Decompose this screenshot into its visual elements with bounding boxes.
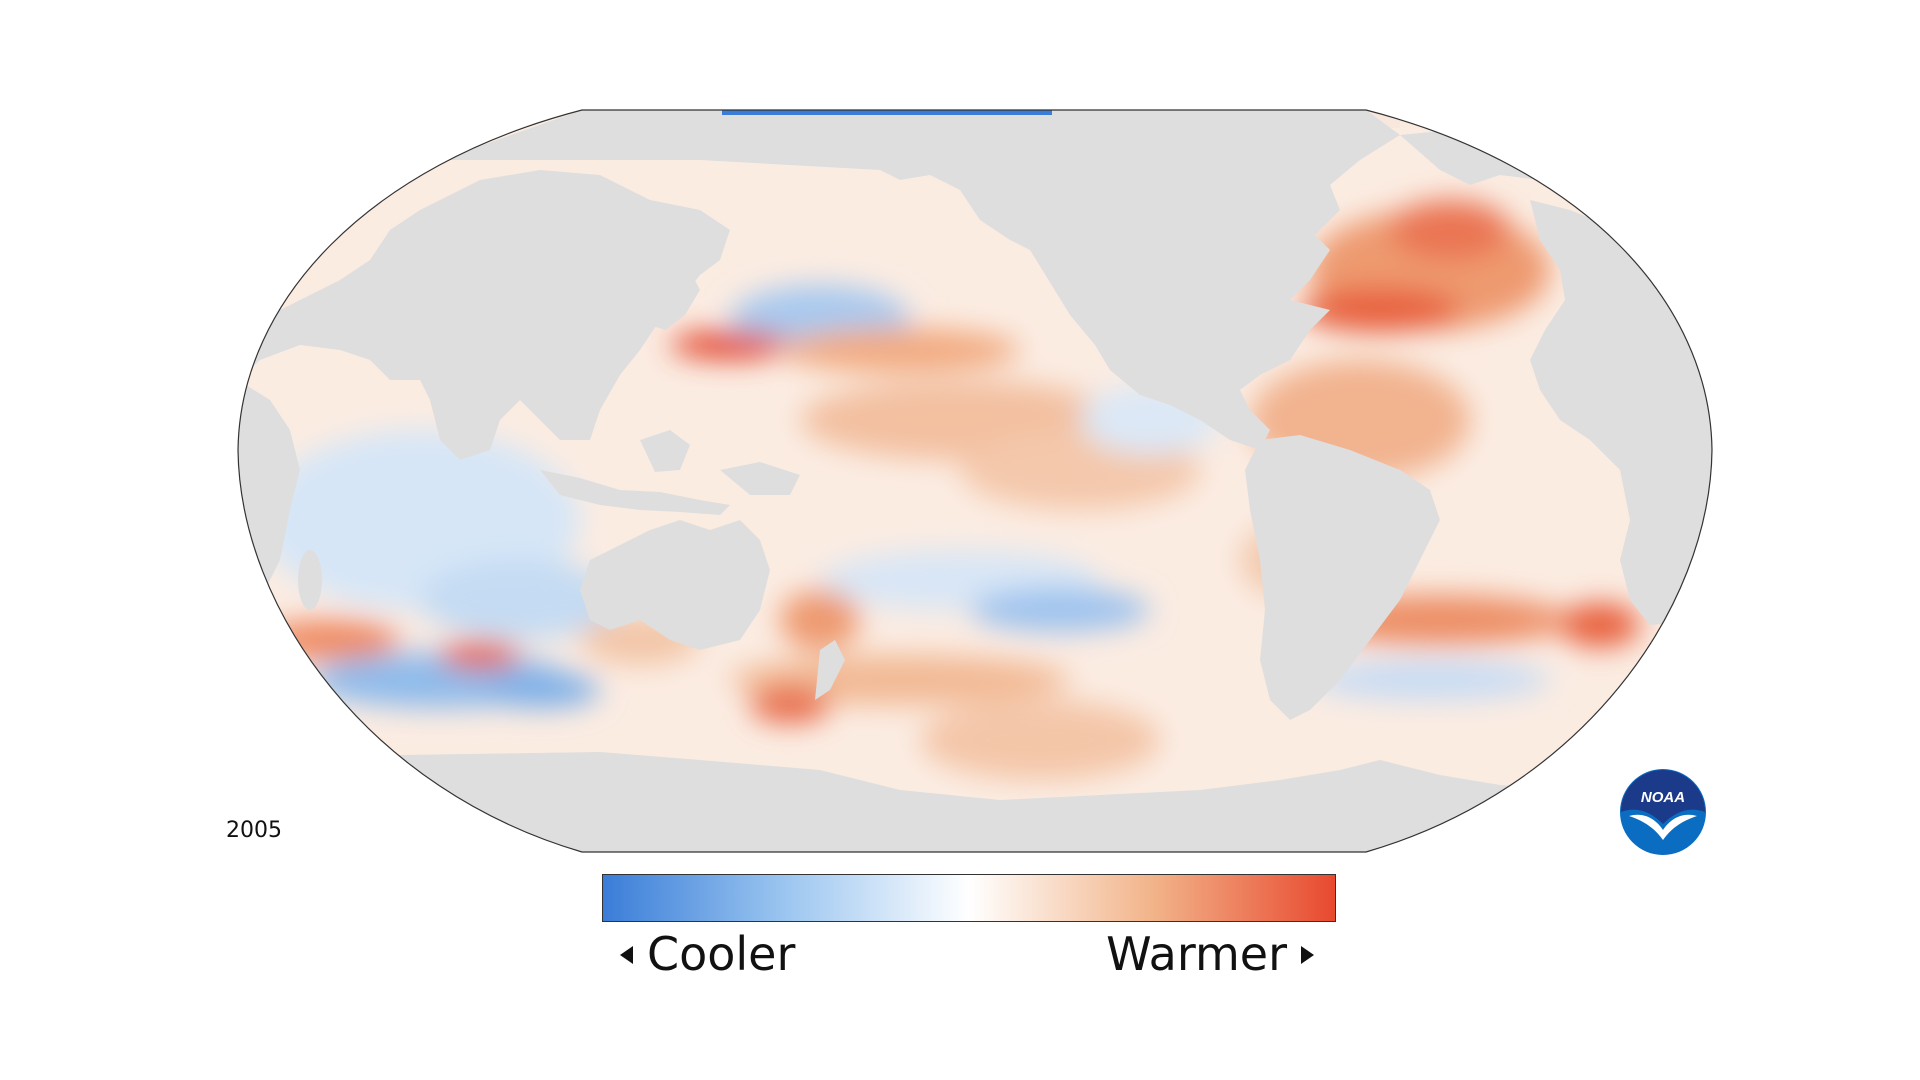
map-outline xyxy=(237,109,1713,853)
logo-bird xyxy=(1629,814,1697,840)
arctic-anomaly-strip xyxy=(722,110,1052,115)
left-arrow-icon xyxy=(620,945,633,964)
color-scale-bar xyxy=(602,874,1336,922)
map-content xyxy=(238,110,1712,852)
land xyxy=(238,110,1712,852)
warmer-label: Warmer xyxy=(1106,927,1287,981)
year-label: 2005 xyxy=(226,818,282,843)
logo-top xyxy=(1621,770,1705,824)
cooler-legend: Cooler xyxy=(620,926,795,982)
warmer-legend: Warmer xyxy=(1106,926,1314,982)
logo-text: NOAA xyxy=(1641,789,1685,806)
noaa-logo-icon: NOAA xyxy=(1620,769,1706,855)
cooler-label: Cooler xyxy=(647,927,796,981)
right-arrow-icon xyxy=(1301,945,1314,964)
